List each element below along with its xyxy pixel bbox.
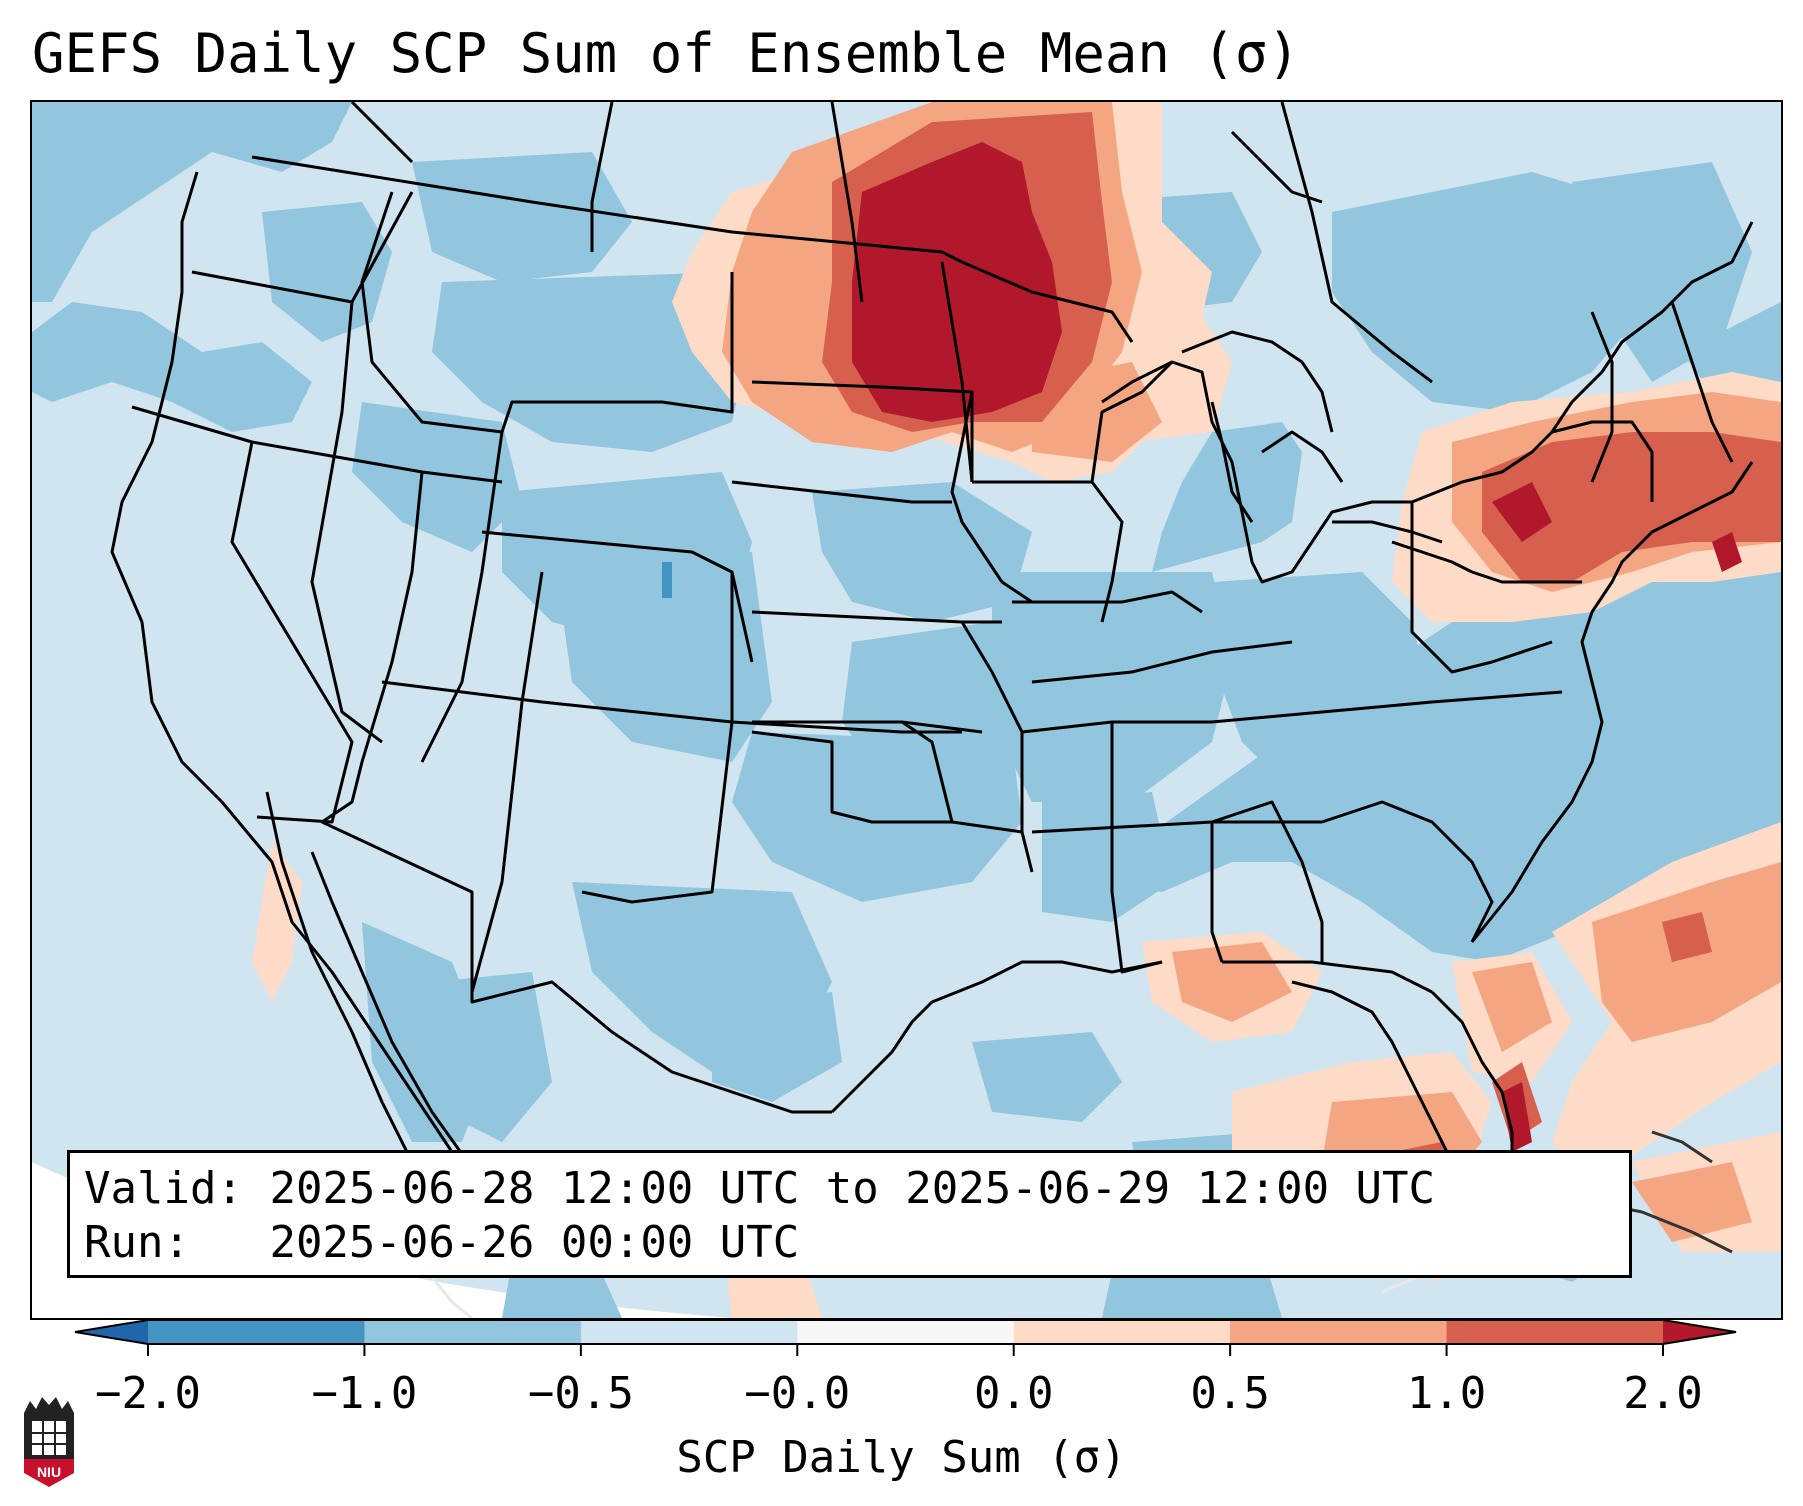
niu-logo: NIU xyxy=(24,1397,74,1487)
colorbar-extend-high xyxy=(1663,1320,1736,1344)
colorbar-bin-4 xyxy=(1013,1320,1231,1344)
logo-text: NIU xyxy=(37,1464,61,1480)
colorbar-bin-3 xyxy=(797,1320,1015,1344)
info-box: Valid: 2025-06-28 12:00 UTC to 2025-06-2… xyxy=(67,1150,1632,1278)
colorbar-tick-label-2: −0.5 xyxy=(527,1368,634,1419)
colorbar-bin-5 xyxy=(1230,1320,1448,1344)
chart-title: GEFS Daily SCP Sum of Ensemble Mean (σ) xyxy=(32,22,1300,85)
colorbar-label: SCP Daily Sum (σ) xyxy=(676,1432,1127,1483)
field-minus-one xyxy=(662,562,672,598)
colorbar xyxy=(74,1319,1737,1356)
colorbar-tick-label-4: 0.0 xyxy=(973,1368,1054,1419)
valid-value: 2025-06-28 12:00 UTC to 2025-06-29 12:00… xyxy=(269,1163,1436,1214)
colorbar-bin-1 xyxy=(364,1320,582,1344)
map-panel xyxy=(30,100,1783,1320)
political-boundaries xyxy=(110,102,1754,1254)
colorbar-tick-label-0: −2.0 xyxy=(95,1368,201,1419)
valid-line: Valid: 2025-06-28 12:00 UTC to 2025-06-2… xyxy=(84,1163,1435,1214)
scp-map xyxy=(32,102,1781,1318)
run-line: Run: 2025-06-26 00:00 UTC xyxy=(84,1217,799,1268)
colorbar-bins xyxy=(148,1320,1664,1344)
colorbar-tick-label-1: −1.0 xyxy=(311,1368,418,1419)
run-value: 2025-06-26 00:00 UTC xyxy=(269,1217,800,1268)
colorbar-extend-low xyxy=(75,1320,148,1344)
field-plus-two xyxy=(852,142,1742,1152)
colorbar-bin-6 xyxy=(1446,1320,1664,1344)
field-minus-half xyxy=(32,102,1781,1318)
run-label: Run: xyxy=(84,1217,190,1268)
colorbar-bin-0 xyxy=(148,1320,365,1344)
colorbar-ticks xyxy=(147,1344,1664,1356)
valid-label: Valid: xyxy=(84,1163,243,1214)
logo-shield xyxy=(24,1459,74,1487)
colorbar-tick-label-3: −0.0 xyxy=(744,1368,851,1419)
out-of-domain-area xyxy=(32,1162,732,1318)
colorbar-tick-label-7: 2.0 xyxy=(1623,1368,1703,1419)
colorbar-tick-label-6: 1.0 xyxy=(1406,1368,1487,1419)
colorbar-bin-2 xyxy=(580,1320,798,1344)
colorbar-tick-label-5: 0.5 xyxy=(1190,1368,1270,1419)
